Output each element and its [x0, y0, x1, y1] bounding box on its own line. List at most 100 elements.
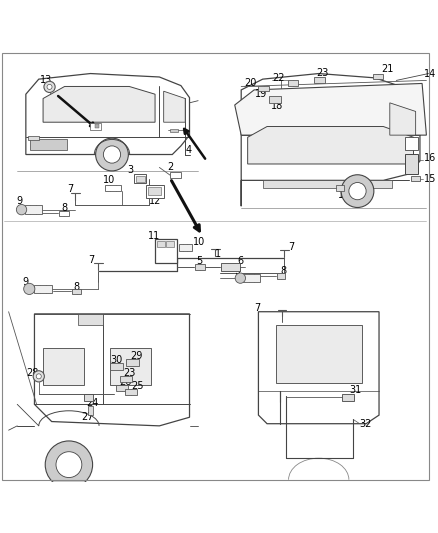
Bar: [148, 187, 161, 195]
Text: 28: 28: [26, 368, 38, 378]
Bar: [28, 136, 39, 140]
Text: 32: 32: [360, 419, 372, 429]
Bar: [110, 349, 151, 385]
Bar: [88, 407, 93, 415]
Text: 9: 9: [16, 196, 22, 206]
Text: 4: 4: [185, 145, 191, 155]
Text: 23: 23: [317, 68, 329, 78]
Text: 3: 3: [127, 165, 133, 175]
Text: 17: 17: [338, 190, 350, 199]
Text: 27: 27: [81, 412, 93, 422]
Bar: [244, 274, 260, 282]
Bar: [25, 205, 42, 214]
Bar: [43, 349, 84, 385]
Text: 31: 31: [349, 385, 361, 395]
Bar: [411, 176, 420, 181]
Bar: [110, 364, 123, 370]
Polygon shape: [35, 314, 190, 426]
Text: 1: 1: [215, 248, 222, 259]
Bar: [170, 172, 181, 178]
Text: 14: 14: [424, 69, 437, 78]
Text: 2: 2: [167, 163, 173, 173]
Circle shape: [47, 84, 52, 90]
Text: 8: 8: [281, 266, 287, 276]
Text: 29: 29: [131, 351, 143, 361]
Bar: [276, 325, 362, 383]
Text: 23: 23: [123, 368, 135, 378]
Circle shape: [103, 146, 120, 163]
Text: 19: 19: [255, 89, 267, 99]
Bar: [166, 241, 174, 247]
Text: 10: 10: [193, 237, 205, 247]
Bar: [269, 96, 281, 103]
Text: 25: 25: [131, 381, 144, 391]
Text: 20: 20: [244, 78, 256, 88]
Bar: [343, 393, 354, 401]
Bar: [170, 128, 178, 132]
Circle shape: [33, 371, 44, 382]
Polygon shape: [164, 91, 185, 122]
Text: 7: 7: [254, 303, 260, 313]
Circle shape: [341, 175, 374, 207]
Text: 12: 12: [148, 196, 161, 206]
Text: 16: 16: [424, 153, 437, 163]
Bar: [60, 211, 69, 216]
Bar: [91, 123, 101, 130]
Bar: [220, 263, 240, 271]
Bar: [194, 264, 205, 270]
Text: 8: 8: [61, 203, 67, 213]
Circle shape: [16, 205, 27, 215]
Text: 9: 9: [23, 277, 29, 287]
Bar: [276, 273, 285, 279]
Text: 6: 6: [237, 256, 243, 266]
Bar: [373, 74, 383, 79]
Bar: [34, 285, 52, 293]
Text: 7: 7: [289, 242, 295, 252]
Text: 9: 9: [234, 266, 240, 276]
Polygon shape: [258, 312, 379, 424]
Polygon shape: [43, 86, 155, 122]
Circle shape: [44, 82, 55, 93]
Bar: [117, 385, 128, 391]
Circle shape: [56, 451, 82, 478]
Bar: [126, 359, 139, 366]
Bar: [120, 376, 132, 382]
Circle shape: [235, 273, 246, 284]
Bar: [405, 138, 418, 150]
Text: 7: 7: [67, 184, 74, 194]
Text: 18: 18: [272, 101, 283, 111]
Text: 5: 5: [196, 256, 203, 266]
Bar: [30, 140, 67, 150]
Bar: [263, 180, 392, 188]
Bar: [288, 80, 298, 86]
Text: 13: 13: [39, 76, 52, 85]
Bar: [258, 86, 269, 91]
Text: 26: 26: [119, 377, 132, 387]
Bar: [155, 238, 177, 263]
Bar: [314, 77, 325, 83]
Bar: [336, 184, 344, 191]
Text: 7: 7: [88, 255, 95, 265]
Text: 8: 8: [73, 282, 79, 292]
Text: 11: 11: [148, 231, 160, 241]
Text: 30: 30: [110, 355, 122, 365]
Text: 21: 21: [381, 64, 394, 74]
Circle shape: [45, 441, 92, 488]
Polygon shape: [390, 103, 416, 135]
Text: 10: 10: [102, 175, 115, 185]
Bar: [157, 241, 165, 247]
Polygon shape: [247, 126, 413, 164]
Bar: [134, 174, 146, 183]
Text: 15: 15: [424, 174, 437, 184]
Circle shape: [95, 138, 128, 171]
Circle shape: [36, 374, 41, 379]
Bar: [84, 393, 93, 401]
Text: 22: 22: [272, 73, 285, 83]
Polygon shape: [235, 84, 427, 135]
Bar: [105, 184, 121, 191]
Bar: [136, 176, 145, 182]
Bar: [405, 154, 418, 174]
Bar: [179, 244, 192, 251]
Polygon shape: [26, 74, 190, 155]
Bar: [125, 389, 137, 395]
